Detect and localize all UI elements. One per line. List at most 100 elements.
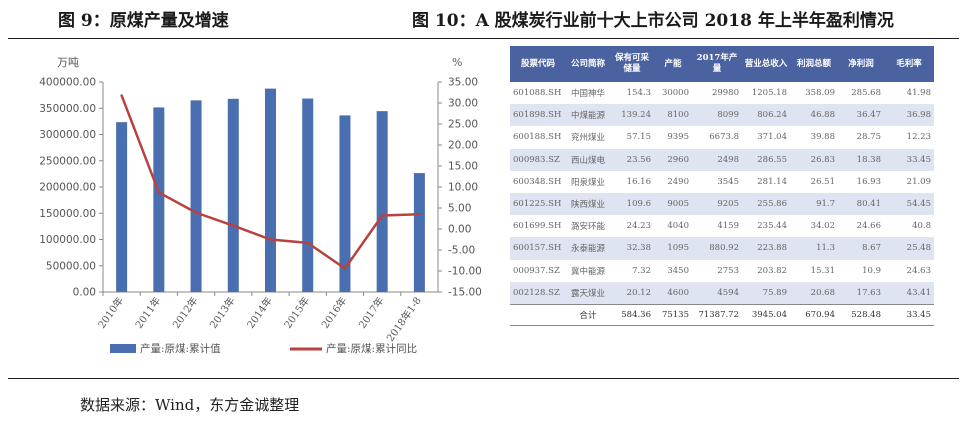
table-cell: 91.7 — [790, 192, 838, 216]
table-cell: 203.82 — [757, 265, 787, 276]
table-row: 601699.SH 潞安环能 24.23 4040 4159 235.44 34.02 24.… — [510, 215, 934, 237]
table-cell: 4040 — [667, 221, 689, 232]
table-cell: 冀中能源 — [570, 266, 605, 277]
table-row: 601898.SH 中煤能源 139.24 8100 8099 806.24 46.88 36… — [510, 104, 934, 127]
table-row: 601088.SH 中国神华 154.3 30000 29980 1205.18 358.0… — [510, 82, 934, 104]
bar — [302, 98, 314, 292]
table-cell: 40.8 — [912, 221, 931, 232]
table-cell: 8099 — [692, 104, 742, 127]
line-point — [120, 94, 123, 97]
column-header: 净利润 — [838, 46, 884, 82]
table-row: 601225.SH 陕西煤业 109.6 9005 9205 255.86 91.7 80.4… — [510, 192, 934, 216]
table-row: 600157.SH 永泰能源 32.38 1095 880.92 223.88 11.3 8.… — [510, 237, 934, 260]
table-cell: 露天煤业 — [566, 281, 610, 305]
x-axis-labels: 2010年 2011年 2012年 2013年 2014年 2015年 2016年 2017年… — [95, 292, 424, 344]
table-cell — [510, 303, 566, 326]
table-cell: 8100 — [654, 104, 692, 127]
data-source-note: 数据来源：Wind，东方金诚整理 — [80, 396, 300, 414]
profit-table: 股票代码 公司简称 保有可采储量 产能 2017年产量 营业总收入 利润总额 净利润 毛利率 6… — [510, 46, 934, 326]
legend-label-line: 产量:原煤:累计同比 — [326, 342, 417, 355]
table-cell: 43.41 — [884, 281, 934, 305]
table-cell: 41.98 — [906, 88, 931, 99]
table-cell: 18.38 — [838, 148, 884, 171]
table-cell: 6673.8 — [709, 132, 739, 143]
column-header: 2017年产量 — [692, 46, 742, 82]
y-left-tick-label: 150000.00 — [39, 208, 96, 220]
table-header-row: 股票代码 公司简称 保有可采储量 产能 2017年产量 营业总收入 利润总额 净利润 毛利率 — [510, 46, 934, 82]
table-cell: 34.02 — [810, 221, 835, 232]
table-cell: 281.14 — [757, 176, 787, 187]
table-cell: 23.56 — [610, 148, 654, 171]
table-cell: 33.45 — [884, 303, 934, 326]
table-cell: 601699.SH — [513, 221, 562, 232]
line-point — [232, 224, 235, 227]
table-cell: 9205 — [692, 192, 742, 216]
table-cell: 28.75 — [856, 132, 881, 143]
table-cell: 601088.SH — [513, 88, 562, 99]
table-cell: 285.68 — [851, 88, 881, 99]
bottom-divider — [8, 378, 959, 379]
table-cell: 223.88 — [742, 237, 790, 260]
column-header: 股票代码 — [510, 46, 566, 82]
table-cell: 2498 — [692, 148, 742, 171]
table-cell: 4159 — [717, 221, 739, 232]
table-cell: 17.63 — [838, 281, 884, 305]
table-cell: 16.16 — [626, 176, 651, 187]
table-cell: 10.9 — [862, 265, 881, 276]
y-left-tick-label: 50000.00 — [46, 260, 96, 272]
y-right-tick-label: 10.00 — [448, 182, 478, 194]
line-point — [194, 211, 198, 214]
line-point — [343, 267, 347, 270]
coal-output-chart: 万吨% 0.00 50000.00 100000.00 150000.00 200000… — [39, 56, 482, 355]
table-cell: 4600 — [654, 281, 692, 305]
line-point — [269, 238, 272, 241]
table-cell: 1205.18 — [751, 88, 787, 99]
column-header: 利润总额 — [790, 46, 838, 82]
table-cell: 600157.SH — [510, 237, 566, 260]
y-right-tick-label: 30.00 — [448, 98, 478, 110]
x-tick-label: 2017年 — [356, 294, 387, 330]
table-cell: 7.32 — [632, 265, 651, 276]
table-cell: 46.88 — [790, 104, 838, 127]
table-cell: 8.67 — [838, 237, 884, 260]
line-point — [157, 191, 161, 194]
table-cell: 潞安环能 — [570, 222, 605, 233]
y-left-tick-label: 250000.00 — [39, 155, 96, 167]
y-right-tick-label: 15.00 — [448, 161, 478, 173]
legend-label-bar: 产量:原煤:累计值 — [140, 342, 221, 355]
table-row: 000983.SZ 西山煤电 23.56 2960 2498 286.55 26.83 18.… — [510, 148, 934, 171]
table-row: 000937.SZ 冀中能源 7.32 3450 2753 203.82 15.31 10.9… — [510, 260, 934, 282]
table-cell: 002128.SZ — [510, 281, 566, 305]
table-cell: 32.38 — [610, 237, 654, 260]
table-cell: 26.51 — [810, 176, 835, 187]
bar — [227, 98, 239, 292]
x-tick-label: 2018年1-8 — [384, 294, 424, 344]
legend-swatch-bar — [110, 344, 136, 353]
table-cell: 20.68 — [790, 281, 838, 305]
table-row: 600188.SH 兖州煤业 57.15 9395 6673.8 371.04 39.88 2… — [510, 126, 934, 148]
table-cell: 24.66 — [856, 221, 881, 232]
table-cell: 15.31 — [810, 265, 835, 276]
table-cell: 阳泉煤业 — [570, 177, 605, 188]
table-cell: 20.12 — [610, 281, 654, 305]
y-right-tick-label: 20.00 — [448, 140, 478, 152]
table-cell: 139.24 — [610, 104, 654, 127]
table-title: 图 10：A 股煤炭行业前十大上市公司 2018 年上半年盈利情况 — [412, 11, 894, 31]
table-cell: 2960 — [654, 148, 692, 171]
table-cell: 286.55 — [742, 148, 790, 171]
table-cell: 54.45 — [884, 192, 934, 216]
table-cell: 西山煤电 — [566, 148, 610, 171]
y-right-tick-label: -15.00 — [448, 287, 482, 299]
table-cell: 600348.SH — [513, 176, 562, 187]
line-point — [306, 241, 309, 245]
table-cell: 109.6 — [610, 192, 654, 216]
table-cell: 29980 — [711, 88, 739, 99]
table-cell: 235.44 — [757, 221, 787, 232]
line-point — [418, 213, 421, 216]
table-cell: 71387.72 — [692, 303, 742, 326]
table-cell: 25.48 — [884, 237, 934, 260]
table-cell: 255.86 — [742, 192, 790, 216]
column-header: 公司简称 — [566, 46, 610, 82]
x-tick-label: 2016年 — [318, 294, 349, 330]
column-header: 产能 — [654, 46, 692, 82]
